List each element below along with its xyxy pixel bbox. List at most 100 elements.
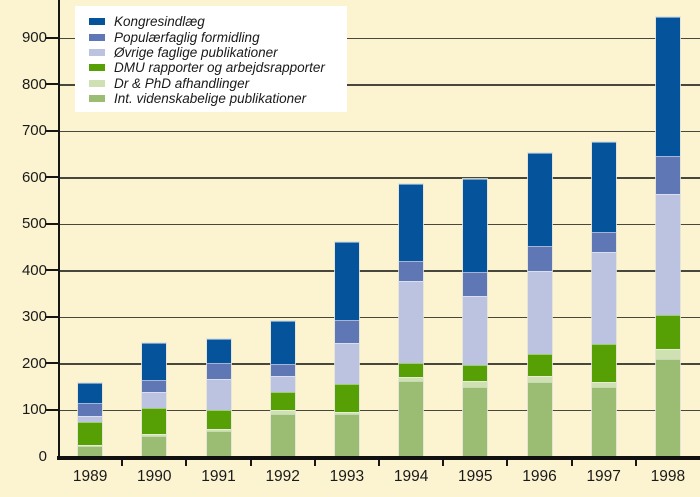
bar-segment <box>463 380 488 388</box>
gridline-700 <box>60 130 700 132</box>
x-axis-tick <box>442 460 445 466</box>
legend-swatch <box>89 48 105 56</box>
bar-segment <box>591 251 616 344</box>
y-axis-tick <box>46 269 58 271</box>
bar-1993 <box>334 242 359 456</box>
y-axis-label: 400 <box>21 261 47 279</box>
bar-segment <box>591 387 616 456</box>
y-axis-label: 900 <box>21 29 47 46</box>
bar-segment <box>399 362 424 377</box>
y-axis-label: 500 <box>21 215 47 232</box>
y-axis-tick <box>46 129 58 132</box>
y-axis-label: 600 <box>21 168 47 186</box>
bar-segment <box>527 246 552 271</box>
x-axis-label: 1990 <box>137 468 172 485</box>
x-axis-tick <box>185 460 188 466</box>
bar-segment <box>206 430 231 456</box>
bar-segment <box>142 435 167 456</box>
bar-segment <box>270 414 295 456</box>
bar-segment <box>270 320 295 365</box>
bar-segment <box>655 155 680 195</box>
gridline-900 <box>60 37 700 39</box>
bar-segment <box>334 242 359 321</box>
legend-item: DMU rapporter og arbejdsrapporter <box>89 60 347 75</box>
bar-segment <box>655 194 680 316</box>
legend-item-label: Kongresindlæg <box>114 14 205 30</box>
legend-swatch <box>89 79 105 87</box>
bar-1997 <box>591 142 616 456</box>
legend-item: Populærfaglig formidling <box>89 29 347 45</box>
bar-segment <box>270 364 295 376</box>
x-axis-label: 1996 <box>522 468 557 485</box>
bar-segment <box>463 272 488 296</box>
legend-item-label: Øvrige faglige publikationer <box>114 44 278 60</box>
x-axis-label: 1998 <box>650 468 686 485</box>
bar-segment <box>78 415 103 423</box>
x-axis-tick <box>313 460 316 466</box>
legend-item: Dr & PhD afhandlinger <box>89 76 347 91</box>
bar-segment <box>334 383 359 413</box>
bar-1992 <box>270 320 295 456</box>
bar-segment <box>463 178 488 273</box>
x-axis-label: 1995 <box>458 468 493 485</box>
bar-1990 <box>142 342 167 456</box>
x-axis-tick <box>378 460 380 466</box>
y-axis-tick <box>46 83 58 85</box>
y-axis-line <box>58 0 60 460</box>
x-axis-tick <box>634 460 637 466</box>
y-axis-label: 100 <box>21 401 47 418</box>
bar-segment <box>206 338 231 363</box>
bar-segment <box>399 261 424 281</box>
bar-segment <box>142 434 167 436</box>
bar-segment <box>78 422 103 445</box>
y-axis-label: 300 <box>21 308 47 325</box>
bar-segment <box>334 320 359 343</box>
bar-segment <box>463 364 488 381</box>
y-axis-label: 800 <box>21 75 47 93</box>
bar-segment <box>206 409 231 429</box>
bar-segment <box>142 342 167 381</box>
bar-segment <box>463 387 488 456</box>
legend-swatch <box>89 95 105 103</box>
x-axis-line <box>57 456 700 460</box>
y-axis-tick <box>46 362 58 364</box>
legend-item: Kongresindlæg <box>89 14 347 29</box>
bar-1998 <box>655 16 680 456</box>
x-axis-label: 1992 <box>265 468 300 485</box>
bar-segment <box>527 270 552 355</box>
x-axis-label: 1989 <box>72 468 108 485</box>
x-axis-label: 1994 <box>393 468 429 485</box>
bar-segment <box>334 412 359 415</box>
y-axis-tick <box>46 222 58 225</box>
x-axis-label: 1997 <box>586 468 621 485</box>
y-axis-tick <box>46 315 58 318</box>
y-axis-label: 700 <box>21 122 47 139</box>
x-axis-label: 1991 <box>201 468 236 485</box>
x-axis-tick <box>121 460 124 466</box>
bar-1994 <box>399 183 424 456</box>
legend: Kongresindlæg Populærfaglig formidling Øvr… <box>75 6 347 112</box>
bar-segment <box>655 358 680 456</box>
bar-segment <box>78 382 103 403</box>
gridline-600 <box>60 177 700 179</box>
bar-1989 <box>78 382 103 456</box>
bar-segment <box>206 362 231 379</box>
y-axis-tick <box>46 36 58 39</box>
bar-segment <box>78 446 103 456</box>
y-axis-tick <box>46 176 58 178</box>
bar-segment <box>591 343 616 382</box>
bar-segment <box>270 392 295 410</box>
gridline-100 <box>60 409 700 411</box>
bar-segment <box>527 381 552 456</box>
legend-item-label: Int. videnskabelige publikationer <box>114 91 307 107</box>
legend-item: Int. videnskabelige publikationer <box>89 91 347 106</box>
legend-item-label: DMU rapporter og arbejdsrapporter <box>114 60 325 76</box>
bar-segment <box>270 409 295 415</box>
legend-swatch <box>89 33 105 41</box>
bar-segment <box>655 349 680 359</box>
bar-segment <box>527 375 552 382</box>
y-axis-label: 0 <box>38 447 47 465</box>
bar-segment <box>527 152 552 247</box>
bar-1991 <box>206 338 231 456</box>
